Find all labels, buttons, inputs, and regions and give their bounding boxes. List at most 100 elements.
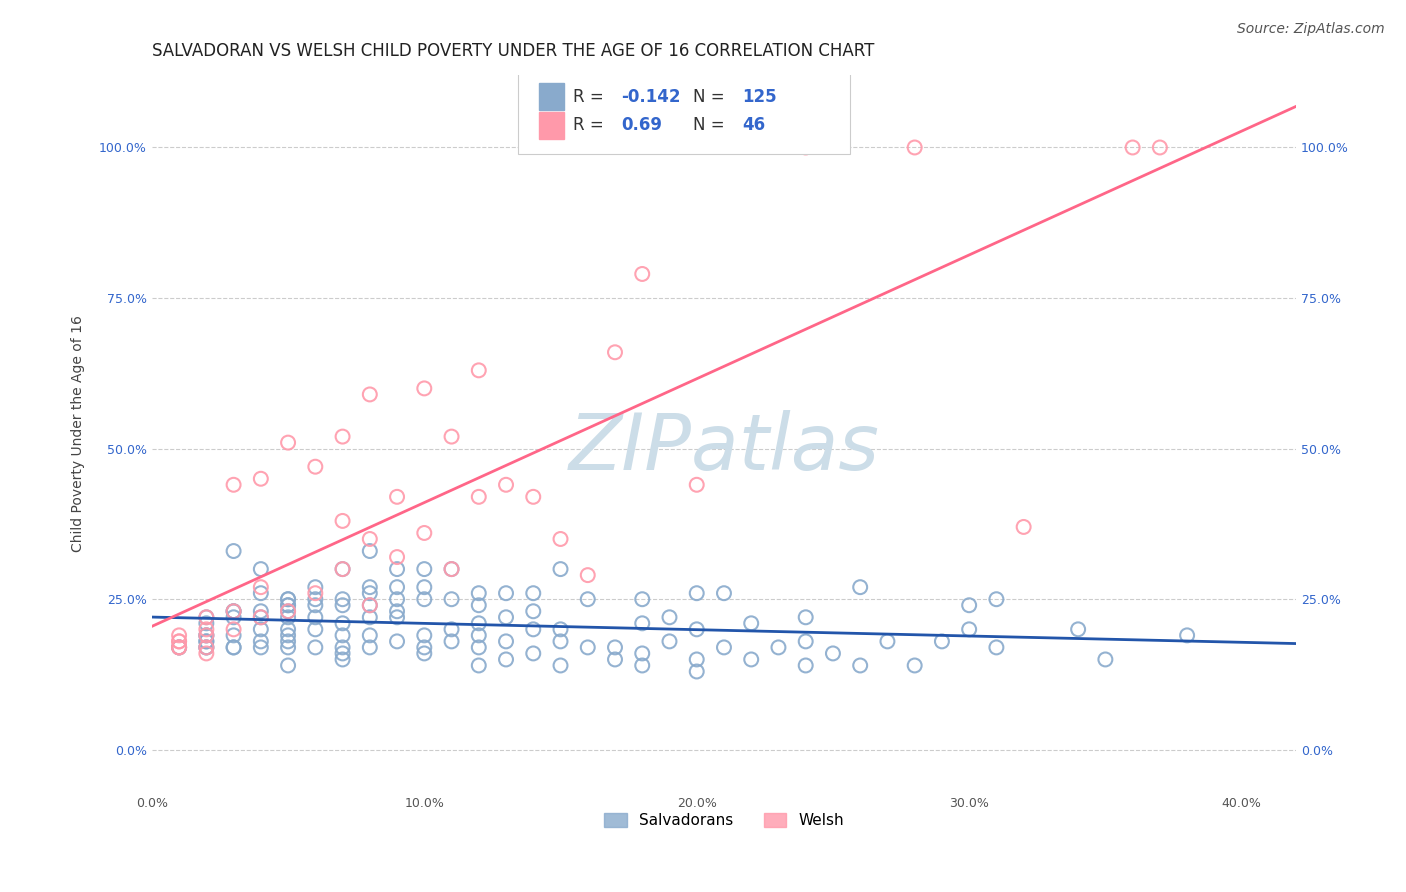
Text: N =: N =: [693, 116, 730, 135]
Point: [658, 610, 681, 624]
Point: [167, 640, 190, 655]
Point: [277, 435, 299, 450]
Point: [904, 140, 927, 154]
Point: [385, 550, 408, 565]
Point: [277, 604, 299, 618]
Point: [195, 640, 218, 655]
Point: [413, 562, 436, 576]
Point: [304, 599, 326, 613]
Point: [440, 562, 463, 576]
Point: [794, 140, 817, 154]
Point: [1012, 520, 1035, 534]
Point: [277, 623, 299, 637]
Point: [359, 640, 381, 655]
Point: [277, 610, 299, 624]
Point: [222, 544, 245, 558]
Point: [195, 634, 218, 648]
Point: [195, 616, 218, 631]
Point: [631, 658, 654, 673]
Point: [631, 267, 654, 281]
Point: [1067, 623, 1090, 637]
Point: [468, 640, 491, 655]
Point: [385, 490, 408, 504]
Point: [740, 616, 762, 631]
Point: [686, 586, 709, 600]
Point: [550, 623, 572, 637]
Point: [277, 592, 299, 607]
Legend: Salvadorans, Welsh: Salvadorans, Welsh: [598, 807, 851, 835]
Text: 125: 125: [742, 87, 778, 106]
Point: [385, 604, 408, 618]
Point: [440, 634, 463, 648]
Point: [385, 580, 408, 594]
Point: [195, 640, 218, 655]
Point: [794, 610, 817, 624]
Point: [277, 592, 299, 607]
Point: [222, 628, 245, 642]
Point: [1175, 628, 1198, 642]
Point: [468, 363, 491, 377]
Point: [821, 647, 844, 661]
Point: [468, 628, 491, 642]
Point: [167, 640, 190, 655]
Point: [550, 634, 572, 648]
Point: [304, 610, 326, 624]
Point: [222, 640, 245, 655]
Point: [495, 586, 517, 600]
Point: [277, 640, 299, 655]
Point: [250, 610, 273, 624]
Point: [304, 640, 326, 655]
Point: [440, 429, 463, 443]
Point: [440, 623, 463, 637]
Point: [167, 634, 190, 648]
Text: R =: R =: [572, 87, 609, 106]
Text: SALVADORAN VS WELSH CHILD POVERTY UNDER THE AGE OF 16 CORRELATION CHART: SALVADORAN VS WELSH CHILD POVERTY UNDER …: [152, 42, 875, 60]
Point: [195, 623, 218, 637]
Point: [522, 490, 544, 504]
Point: [195, 634, 218, 648]
Point: [359, 599, 381, 613]
Point: [631, 616, 654, 631]
Point: [849, 658, 872, 673]
Point: [495, 610, 517, 624]
Point: [332, 562, 354, 576]
Point: [167, 628, 190, 642]
Point: [250, 586, 273, 600]
FancyBboxPatch shape: [517, 71, 849, 154]
Point: [385, 562, 408, 576]
Point: [550, 562, 572, 576]
Point: [522, 586, 544, 600]
Point: [385, 592, 408, 607]
Point: [250, 562, 273, 576]
Point: [495, 634, 517, 648]
Point: [413, 647, 436, 661]
Point: [277, 599, 299, 613]
Point: [332, 616, 354, 631]
Point: [359, 387, 381, 401]
Point: [195, 610, 218, 624]
Point: [304, 592, 326, 607]
Point: [794, 634, 817, 648]
Point: [603, 652, 626, 666]
Point: [195, 647, 218, 661]
Point: [1094, 652, 1116, 666]
Point: [277, 604, 299, 618]
Point: [713, 586, 735, 600]
Point: [522, 647, 544, 661]
Point: [222, 640, 245, 655]
Point: [222, 477, 245, 491]
Point: [359, 580, 381, 594]
Point: [304, 623, 326, 637]
FancyBboxPatch shape: [538, 112, 564, 139]
Point: [195, 628, 218, 642]
Point: [332, 652, 354, 666]
Point: [359, 610, 381, 624]
Point: [250, 634, 273, 648]
Point: [359, 532, 381, 546]
Point: [222, 610, 245, 624]
Point: [468, 616, 491, 631]
Point: [413, 381, 436, 395]
Point: [740, 652, 762, 666]
Text: N =: N =: [693, 87, 730, 106]
Point: [413, 628, 436, 642]
